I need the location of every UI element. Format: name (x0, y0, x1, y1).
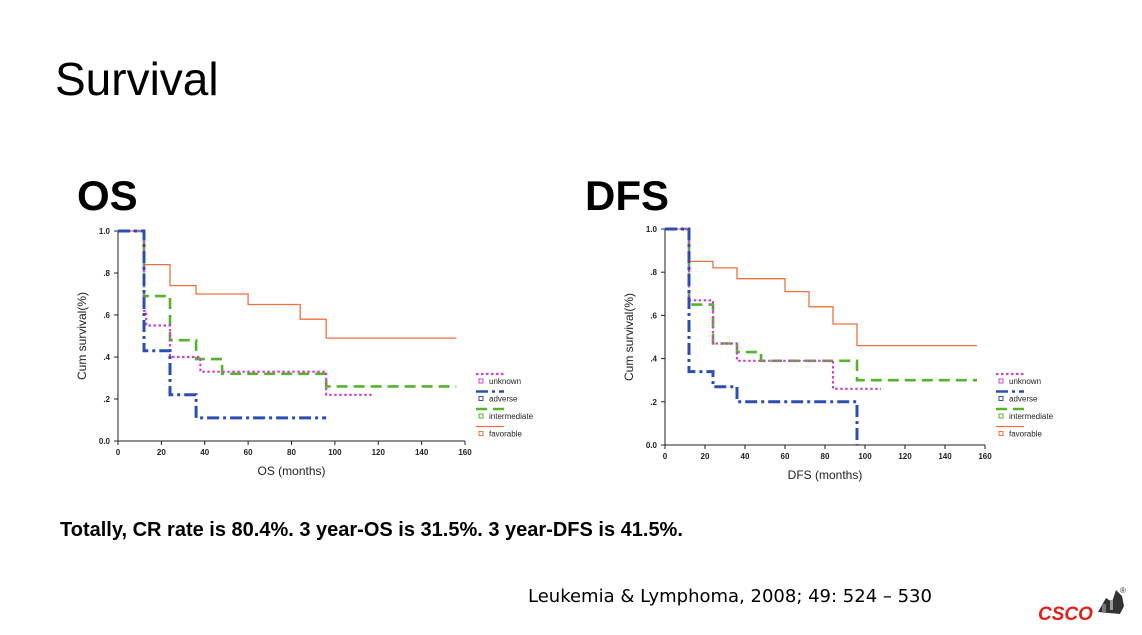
dfs-y-tick-label: .2 (650, 398, 657, 407)
dfs-x-tick-label: 100 (858, 452, 872, 461)
os-survival-chart: 0.0 .2 .4 .6 .8 1.0 0 20 40 60 80 100 120 140 160 OS (m… (75, 227, 534, 478)
dfs-panel-label: DFS (585, 172, 669, 219)
dfs-legend-marker-adverse (998, 396, 1004, 401)
os-legend-label-adverse: adverse (489, 395, 518, 404)
os-series-favorable (118, 230, 457, 339)
dfs-y-tick-label: .8 (650, 268, 657, 277)
dfs-y-tick-label: 1.0 (646, 225, 658, 234)
os-series-unknown (118, 229, 374, 396)
os-x-tick-label: 100 (328, 448, 342, 457)
dfs-y-axis-label: Cum survival(%) (622, 293, 636, 381)
dfs-series-intermediate (665, 227, 977, 382)
dfs-x-tick-label: 0 (663, 452, 668, 461)
os-legend-marker-unknown (478, 378, 484, 384)
dfs-legend-marker-intermediate (998, 413, 1004, 419)
os-legend-label-intermediate: intermediate (489, 412, 534, 421)
os-legend-marker-adverse (478, 396, 484, 401)
os-legend-label-unknown: unknown (489, 377, 521, 386)
dfs-series-adverse (665, 227, 859, 445)
dfs-legend-marker-favorable (998, 431, 1004, 436)
os-x-tick-label: 120 (372, 448, 386, 457)
dfs-y-tick-label: 0.0 (646, 441, 658, 450)
os-y-tick-label: .2 (103, 395, 110, 404)
dfs-x-tick-label: 80 (821, 452, 830, 461)
dfs-legend-label-unknown: unknown (1009, 377, 1041, 386)
dfs-y-tick-label: .6 (650, 311, 657, 320)
logo-registered-mark: ® (1120, 586, 1126, 595)
dfs-x-tick-label: 20 (701, 452, 710, 461)
os-series-intermediate (118, 229, 457, 388)
os-y-tick-label: .6 (103, 311, 110, 320)
dfs-chart-container: 0.0 .2 .4 .6 .8 1.0 0 20 40 60 80 100 120 140 160 DFS (… (588, 222, 1080, 490)
csco-logo: ® CSCO (1036, 584, 1132, 626)
os-x-tick-label: 20 (157, 448, 166, 457)
slide-title: Survival (55, 53, 219, 105)
dfs-legend-marker-unknown (998, 378, 1004, 384)
summary-text: Totally, CR rate is 80.4%. 3 year-OS is … (60, 519, 683, 541)
dfs-survival-chart: 0.0 .2 .4 .6 .8 1.0 0 20 40 60 80 100 120 140 160 DFS (… (622, 225, 1054, 482)
os-y-tick-label: .4 (103, 353, 110, 362)
dfs-x-tick-label: 140 (938, 452, 952, 461)
dfs-x-tick-label: 40 (741, 452, 750, 461)
dfs-series-favorable (665, 228, 977, 347)
dfs-x-tick-label: 60 (781, 452, 790, 461)
os-x-tick-label: 160 (458, 448, 472, 457)
os-series-adverse (118, 229, 327, 420)
os-x-tick-label: 80 (287, 448, 296, 457)
os-legend-marker-favorable (478, 431, 484, 436)
logo-wordmark: CSCO (1038, 604, 1093, 625)
dfs-x-axis-label: DFS (months) (788, 468, 863, 482)
os-x-axis-label: OS (months) (257, 464, 325, 478)
os-x-tick-label: 140 (415, 448, 429, 457)
dfs-y-tick-label: .4 (650, 355, 657, 364)
dfs-legend-label-adverse: adverse (1009, 395, 1038, 404)
os-x-tick-label: 40 (200, 448, 209, 457)
os-y-axis-label: Cum survival(%) (75, 292, 89, 380)
dfs-legend-label-favorable: favorable (1009, 430, 1042, 439)
dfs-x-tick-label: 160 (978, 452, 992, 461)
os-y-tick-label: 0.0 (99, 437, 111, 446)
dfs-series-unknown (665, 227, 881, 390)
os-x-tick-label: 60 (244, 448, 253, 457)
dfs-legend-label-intermediate: intermediate (1009, 412, 1054, 421)
os-y-tick-label: 1.0 (99, 227, 111, 236)
logo-building-icon (1098, 590, 1124, 614)
dfs-x-tick-label: 120 (898, 452, 912, 461)
os-panel-label: OS (77, 172, 138, 219)
os-legend-label-favorable: favorable (489, 430, 522, 439)
citation-text: Leukemia & Lymphoma, 2008; 49: 524 – 530 (528, 586, 932, 607)
os-chart-container: 0.0 .2 .4 .6 .8 1.0 0 20 40 60 80 100 120 140 160 OS (m… (68, 222, 560, 490)
os-legend-marker-intermediate (478, 413, 484, 419)
os-x-tick-label: 0 (116, 448, 121, 457)
os-y-tick-label: .8 (103, 269, 110, 278)
